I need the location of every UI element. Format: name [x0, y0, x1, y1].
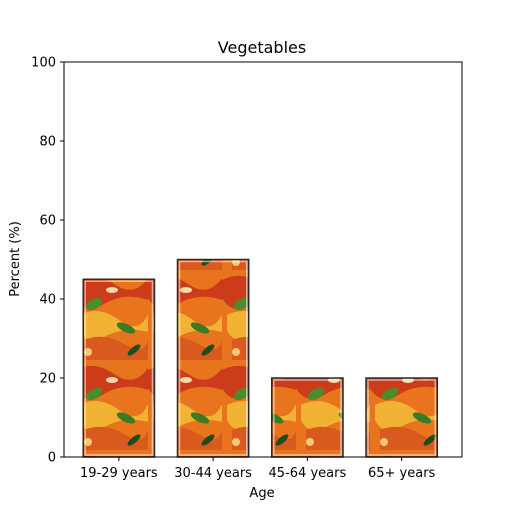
- x-tick-label: 45-64 years: [269, 466, 347, 481]
- y-tick-label: 20: [39, 372, 56, 387]
- bar-photo-edge: [84, 280, 154, 456]
- chart-title: Vegetables: [218, 38, 306, 57]
- y-tick-label: 100: [31, 56, 56, 71]
- bar-45-64-years: [271, 377, 344, 458]
- plot-area-frame: [63, 61, 463, 458]
- y-tick-label: 0: [48, 451, 56, 466]
- x-tick-label: 30-44 years: [174, 466, 252, 481]
- x-tick-label: 19-29 years: [80, 466, 158, 481]
- bar-photo-edge: [178, 260, 248, 456]
- y-tick-label: 40: [39, 293, 56, 308]
- bars-group: [82, 258, 439, 458]
- y-axis-ticks: 0 20 40 60 80 100: [31, 56, 64, 466]
- y-tick-label: 60: [39, 214, 56, 229]
- y-axis-label: Percent (%): [8, 221, 23, 297]
- bar-30-44-years: [176, 258, 250, 458]
- y-tick-label: 80: [39, 135, 56, 150]
- x-tick-label: 65+ years: [368, 466, 436, 481]
- bar-photo-edge: [273, 379, 342, 456]
- bar-19-29-years: [82, 278, 156, 458]
- x-axis-ticks: 19-29 years 30-44 years 45-64 years 65+ yea…: [80, 457, 436, 481]
- bar-photo-edge: [367, 379, 437, 456]
- bar-65-years: [365, 377, 439, 458]
- x-axis-label: Age: [249, 486, 274, 501]
